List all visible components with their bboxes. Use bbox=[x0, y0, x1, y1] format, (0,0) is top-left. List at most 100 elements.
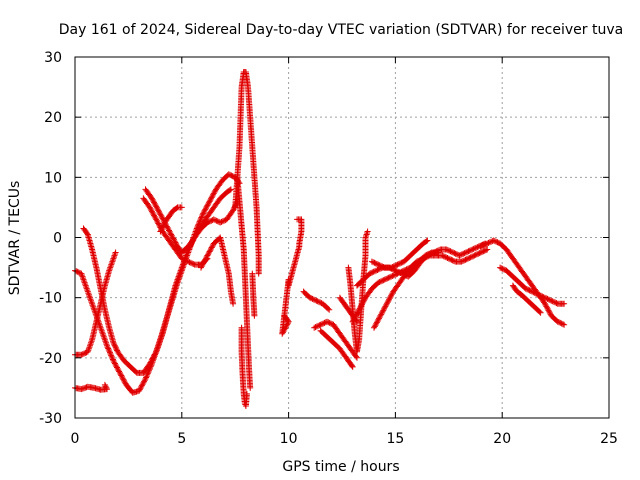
data-point-arc-d bbox=[170, 235, 177, 242]
data-point-arc-d bbox=[166, 228, 173, 235]
data-point-arc-m bbox=[356, 305, 363, 312]
data-point-arc-r bbox=[526, 287, 533, 294]
data-point-arc-o bbox=[376, 315, 382, 322]
data-point-arc-q bbox=[485, 239, 492, 246]
data-point-spike-b bbox=[247, 384, 254, 391]
data-point-arc-m bbox=[388, 273, 395, 280]
data-point-arc-o bbox=[383, 300, 390, 307]
data-point-arc-q bbox=[546, 308, 553, 315]
data-point-arc-p bbox=[374, 261, 380, 267]
data-point-arc-e bbox=[148, 208, 155, 215]
data-point-arc-q bbox=[477, 243, 484, 250]
data-point-arc-m bbox=[445, 255, 452, 262]
data-point-arc-a bbox=[203, 203, 210, 210]
data-point-arc-r bbox=[498, 265, 505, 272]
data-point-arc-a bbox=[201, 207, 208, 214]
data-point-arc-e bbox=[178, 255, 185, 262]
data-point-arc-r bbox=[540, 294, 547, 301]
data-point-arc-q bbox=[541, 300, 548, 307]
data-point-arc-o bbox=[373, 319, 380, 326]
data-point-arc-a bbox=[141, 378, 148, 385]
data-point-arc-m bbox=[459, 258, 466, 264]
data-point-arc-c bbox=[150, 354, 157, 361]
data-point-arc-a bbox=[114, 365, 121, 372]
data-point-arc-m bbox=[356, 306, 363, 313]
data-point-arc-j bbox=[318, 321, 325, 328]
data-point-arc-n bbox=[369, 269, 376, 276]
x-tick-label: 0 bbox=[71, 431, 80, 447]
data-point-arc-r bbox=[534, 291, 541, 298]
data-point-arc-a bbox=[199, 213, 205, 220]
data-point-arc-d bbox=[168, 231, 175, 238]
data-point-arc-m bbox=[376, 279, 383, 285]
data-point-arc-j bbox=[327, 320, 334, 327]
data-point-arc-d bbox=[153, 203, 160, 210]
data-point-arc-n bbox=[370, 268, 377, 275]
data-point-arc-m bbox=[358, 302, 365, 309]
data-point-arc-a bbox=[207, 197, 214, 204]
data-point-arc-d bbox=[166, 227, 172, 234]
data-point-arc-a bbox=[109, 355, 116, 362]
data-point-arc-p bbox=[423, 238, 430, 245]
data-point-arc-f bbox=[157, 228, 164, 235]
data-point-arc-e bbox=[183, 258, 190, 264]
data-point-arc-p bbox=[424, 237, 431, 244]
data-point-arc-p bbox=[375, 261, 382, 268]
data-point-arc-n bbox=[461, 250, 468, 257]
data-point-arc-o bbox=[381, 306, 387, 312]
y-tick-label: -20 bbox=[39, 351, 62, 367]
data-point-arc-i bbox=[315, 298, 322, 305]
data-point-arc-o bbox=[379, 308, 386, 315]
data-point-arc-g bbox=[230, 300, 237, 307]
data-point-arc-a bbox=[137, 385, 144, 392]
grid bbox=[75, 57, 609, 418]
data-point-arc-a bbox=[144, 371, 151, 378]
data-point-arc-n bbox=[396, 269, 403, 276]
data-point-arc-d bbox=[165, 226, 172, 233]
data-point-arc-q bbox=[493, 238, 500, 245]
data-point-arc-m bbox=[439, 252, 446, 259]
data-point-arc-m bbox=[357, 304, 364, 310]
data-point-arc-d bbox=[218, 218, 225, 225]
data-point-arc-a bbox=[108, 353, 115, 360]
data-point-arc-d bbox=[210, 216, 217, 223]
data-point-arc-c bbox=[226, 187, 233, 194]
data-point-arc-j bbox=[317, 321, 324, 328]
y-tick-label: 0 bbox=[53, 231, 62, 247]
data-point-arc-e bbox=[148, 207, 155, 214]
data-point-arc-r bbox=[550, 298, 557, 305]
data-point-arc-a bbox=[225, 171, 232, 178]
data-point-arc-d bbox=[205, 218, 212, 225]
data-point-arc-j bbox=[320, 320, 327, 327]
data-point-arc-a bbox=[140, 379, 147, 386]
data-point-arc-m bbox=[354, 310, 360, 317]
data-point-arc-d bbox=[155, 207, 162, 214]
data-point-arc-o bbox=[426, 250, 433, 257]
data-point-arc-h bbox=[102, 383, 109, 390]
data-point-arc-g bbox=[203, 255, 209, 262]
data-point-arc-n bbox=[446, 247, 453, 254]
data-point-arc-j bbox=[354, 354, 360, 361]
data-point-arc-d bbox=[171, 238, 178, 245]
data-point-arc-m bbox=[351, 314, 358, 321]
data-point-arc-g bbox=[208, 244, 215, 251]
data-point-arc-i bbox=[326, 306, 333, 313]
data-point-arc-j bbox=[311, 324, 318, 331]
data-point-arc-r bbox=[527, 288, 534, 294]
data-point-arc-m bbox=[354, 309, 361, 316]
data-point-arc-n bbox=[368, 270, 374, 276]
data-point-arc-g bbox=[200, 259, 207, 266]
data-point-arc-m bbox=[474, 251, 480, 258]
data-point-arc-n bbox=[459, 251, 465, 258]
data-point-arc-m bbox=[466, 255, 473, 261]
data-point-arc-r bbox=[536, 292, 543, 299]
data-point-arc-q bbox=[561, 321, 568, 328]
data-point-arc-c bbox=[110, 339, 117, 346]
data-point-arc-m bbox=[467, 254, 474, 261]
data-point-arc-q bbox=[480, 242, 487, 249]
data-point-arc-f bbox=[158, 225, 165, 232]
data-point-arc-m bbox=[471, 252, 478, 259]
data-point-arc-e bbox=[182, 257, 189, 264]
data-point-arc-a bbox=[105, 345, 112, 352]
data-point-arc-c bbox=[148, 356, 155, 363]
